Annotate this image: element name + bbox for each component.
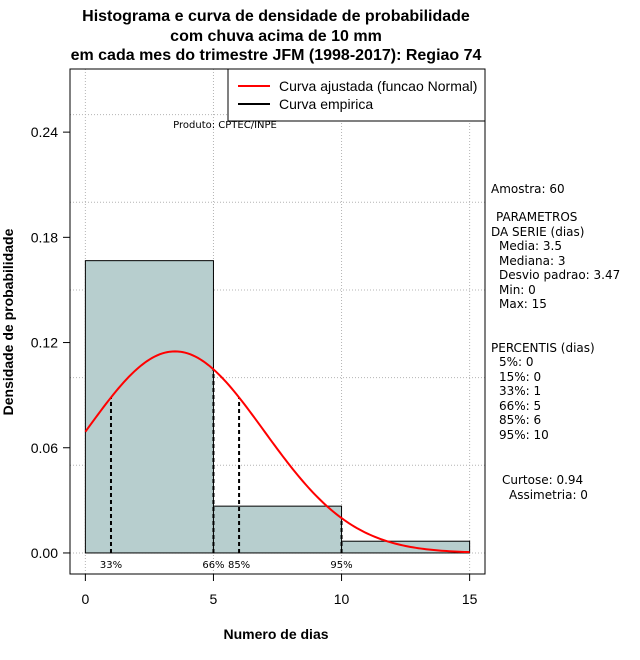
legend-fitted-label: Curva ajustada (funcao Normal) [279,78,477,94]
y-tick-label: 0.06 [31,440,58,456]
histogram-bar-2 [212,505,343,554]
legend-empirical-label: Curva empirica [279,96,373,112]
param-desvio: Desvio padrao: 3.47 [499,268,620,282]
percentil-33: 33%: 1 [499,384,541,398]
percentile-label-85: 85% [228,560,250,571]
params-title: PARAMETROS [496,210,577,224]
x-axis-label: Numero de dias [223,626,328,642]
percentis-title: PERCENTIS (dias) [491,341,595,355]
chart-title-line-1: Histograma e curva de densidade de proba… [82,8,470,25]
y-tick-label: 0.12 [31,335,58,351]
y-axis-label: Densidade de probabilidade [0,228,16,415]
percentile-markers: 33% 66% 85% 95% [100,369,353,571]
source-note: Produto: CPTEC/INPE [173,120,277,131]
chart-title-line-3: em cada mes do trimestre JFM (1998-2017)… [71,47,482,64]
param-min: Min: 0 [499,283,536,297]
x-axis: 0 5 10 15 [81,573,478,607]
percentil-15: 15%: 0 [499,370,541,384]
percentil-85: 85%: 6 [499,413,541,427]
chart-title-line-2: com chuva acima de 10 mm [170,28,382,45]
x-tick-label: 5 [210,591,218,607]
histogram-bar-3 [341,540,471,554]
param-max: Max: 15 [499,297,547,311]
param-mediana: Mediana: 3 [499,254,566,268]
y-tick-label: 0.24 [31,124,58,140]
legend: Curva ajustada (funcao Normal) Curva emp… [227,68,486,122]
legend-box [227,68,486,122]
y-axis: 0.00 0.06 0.12 0.18 0.24 [31,124,70,561]
x-tick-label: 15 [462,591,478,607]
y-tick-label: 0.18 [31,229,58,245]
percentile-label-95: 95% [330,560,352,571]
percentile-label-66: 66% [202,560,224,571]
assimetria: Assimetria: 0 [509,488,588,502]
curtose: Curtose: 0.94 [502,473,583,487]
percentil-95: 95%: 10 [499,428,549,442]
percentil-66: 66%: 5 [499,399,541,413]
params-subtitle: DA SERIE (dias) [491,225,584,239]
histogram-bar-1 [84,260,214,554]
histogram-bars [84,260,471,554]
sample-size: Amostra: 60 [491,182,565,196]
percentil-5: 5%: 0 [499,355,534,369]
y-tick-label: 0.00 [31,545,58,561]
x-tick-label: 10 [334,591,350,607]
x-tick-label: 0 [81,591,89,607]
param-media: Media: 3.5 [499,239,562,253]
side-panel: Amostra: 60 PARAMETROS DA SERIE (dias) M… [491,182,620,502]
fitted-normal-curve [84,350,470,554]
percentile-label-33: 33% [100,560,122,571]
